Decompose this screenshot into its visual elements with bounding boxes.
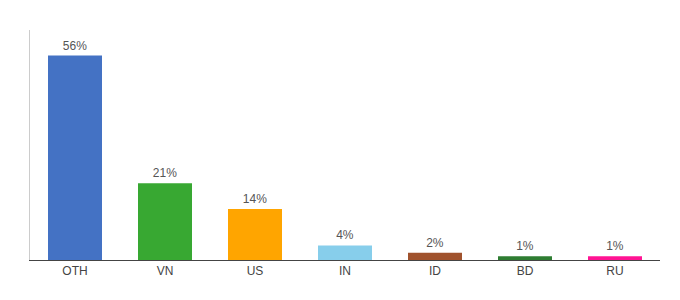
svg-text:56%: 56% [63, 39, 87, 53]
svg-text:21%: 21% [153, 166, 177, 180]
svg-text:2%: 2% [426, 236, 444, 250]
svg-text:VN: VN [157, 264, 174, 278]
svg-text:US: US [247, 264, 264, 278]
svg-text:1%: 1% [516, 239, 534, 253]
svg-text:1%: 1% [606, 239, 624, 253]
svg-text:14%: 14% [243, 192, 267, 206]
svg-text:OTH: OTH [62, 264, 87, 278]
svg-text:IN: IN [339, 264, 351, 278]
svg-text:ID: ID [429, 264, 441, 278]
svg-text:RU: RU [606, 264, 623, 278]
svg-text:BD: BD [517, 264, 534, 278]
svg-text:4%: 4% [336, 228, 354, 242]
